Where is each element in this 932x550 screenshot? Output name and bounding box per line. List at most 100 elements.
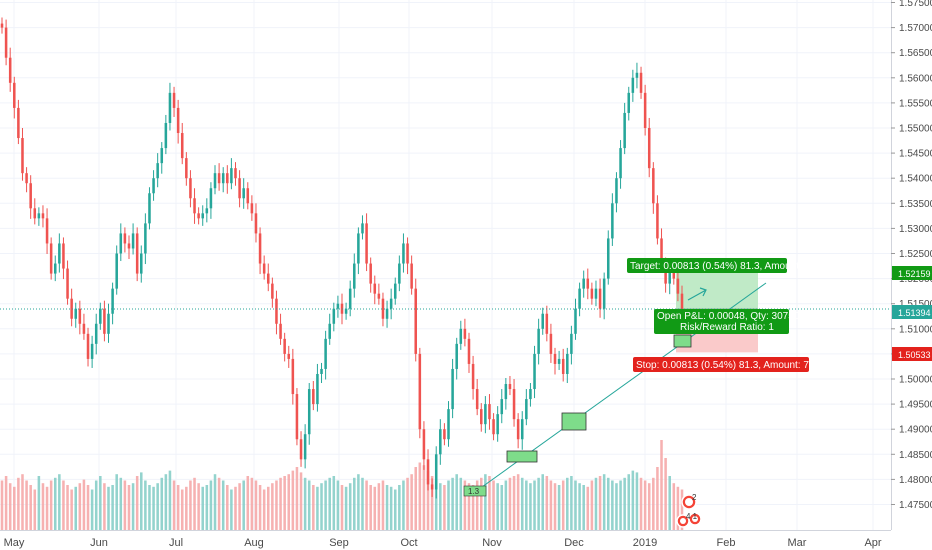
candle-body bbox=[676, 278, 680, 294]
volume-bar bbox=[291, 470, 295, 530]
volume-bar bbox=[430, 476, 434, 530]
volume-bar bbox=[230, 489, 233, 530]
profit-arrow-icon bbox=[687, 287, 707, 301]
candle-body bbox=[70, 298, 73, 319]
volume-bar bbox=[17, 477, 20, 530]
candle-body bbox=[606, 238, 610, 279]
price-axis[interactable]: 1.47500 1.48000 1.48500 1.49000 1.49500 1.500… bbox=[891, 0, 932, 511]
time-axis[interactable]: May Jun Jul Aug Sep Oct Nov Dec 2019 Feb Mar Apr bbox=[4, 537, 882, 549]
candle-body bbox=[271, 283, 274, 299]
candle-body bbox=[611, 203, 614, 239]
candle-body bbox=[312, 389, 315, 405]
volume-bar bbox=[148, 485, 151, 530]
volume-bar bbox=[566, 477, 569, 530]
x-tick-label: Feb bbox=[717, 537, 736, 549]
volume-bar bbox=[348, 483, 352, 530]
candle-body bbox=[66, 268, 69, 299]
volume-bar bbox=[463, 480, 467, 530]
candle-body bbox=[307, 389, 311, 435]
candle-body bbox=[123, 233, 127, 244]
volume-bar bbox=[103, 483, 106, 530]
candle-body bbox=[627, 92, 631, 113]
candle-body bbox=[365, 223, 368, 264]
candle-body bbox=[475, 389, 479, 410]
candle-body bbox=[295, 394, 299, 440]
volume-bar bbox=[549, 480, 553, 530]
volume-bar bbox=[643, 480, 647, 530]
candle-body bbox=[381, 298, 385, 319]
candle-body bbox=[160, 148, 164, 164]
x-tick-label: Sep bbox=[329, 537, 349, 549]
volume-bar bbox=[418, 462, 422, 530]
volume-bar bbox=[135, 476, 139, 530]
volume-bar bbox=[520, 477, 524, 530]
volume-bar bbox=[49, 480, 53, 530]
svg-text:1.3: 1.3 bbox=[468, 487, 480, 496]
volume-bar bbox=[299, 472, 303, 530]
candle-body bbox=[303, 434, 307, 460]
volume-bar bbox=[619, 480, 622, 530]
candle-body bbox=[520, 419, 524, 440]
candle-body bbox=[385, 308, 389, 319]
open-pnl-label[interactable]: Open P&L: 0.00048, Qty: 30750 Risk/Rewar… bbox=[654, 309, 800, 334]
candle-body bbox=[451, 368, 454, 410]
volume-bar bbox=[500, 485, 504, 530]
event-badge-icon-2[interactable]: 4 1 bbox=[676, 512, 702, 528]
candle-body bbox=[246, 188, 250, 204]
volume-bar bbox=[484, 474, 487, 530]
candle-body bbox=[230, 168, 233, 184]
candle-body bbox=[0, 23, 4, 28]
volume-bar bbox=[254, 480, 258, 530]
candle-body bbox=[258, 233, 262, 264]
volume-bar bbox=[680, 489, 684, 530]
candle-body bbox=[492, 419, 495, 435]
volume-bar bbox=[426, 470, 430, 530]
volume-bar bbox=[275, 480, 278, 530]
candle-body bbox=[635, 72, 639, 78]
svg-text:1.52159: 1.52159 bbox=[898, 269, 931, 279]
volume-bar bbox=[111, 485, 114, 530]
candle-body bbox=[99, 308, 102, 324]
candle-body bbox=[336, 303, 340, 309]
entry-marker[interactable] bbox=[673, 334, 692, 348]
volume-bar bbox=[316, 486, 319, 530]
volume-bar bbox=[332, 476, 336, 530]
volume-bar bbox=[86, 485, 90, 530]
candle-body bbox=[422, 429, 426, 460]
candle-body bbox=[226, 173, 229, 184]
volume-bar bbox=[180, 489, 184, 530]
support-marker bbox=[561, 412, 587, 431]
volume-bar bbox=[459, 477, 463, 530]
volume-bar bbox=[324, 480, 327, 530]
volume-bar bbox=[160, 477, 164, 530]
volume-bar bbox=[320, 483, 323, 530]
volume-bar bbox=[189, 480, 192, 530]
candle-body bbox=[672, 268, 676, 279]
target-label[interactable]: Target: 0.00813 (0.54%) 81.3, Amount: 12… bbox=[627, 258, 827, 273]
candle-body bbox=[213, 173, 217, 189]
volume-bar bbox=[582, 485, 585, 530]
candle-body bbox=[344, 308, 348, 314]
candle-body bbox=[582, 278, 585, 289]
candle-body bbox=[590, 288, 594, 299]
volume-bar bbox=[635, 472, 639, 530]
candle-body bbox=[398, 263, 401, 284]
y-tick-label: 1.49000 bbox=[899, 425, 932, 436]
svg-text:Stop: 0.00813 (0.54%) 81.3, Am: Stop: 0.00813 (0.54%) 81.3, Amount: 750 bbox=[636, 360, 820, 371]
candle-body bbox=[283, 338, 286, 354]
candle-body bbox=[320, 368, 323, 374]
x-tick-label: May bbox=[4, 537, 25, 549]
x-tick-label: Apr bbox=[864, 537, 881, 549]
candle-body bbox=[168, 92, 172, 123]
stop-label[interactable]: Stop: 0.00813 (0.54%) 81.3, Amount: 750 bbox=[633, 357, 820, 372]
candle-body bbox=[332, 308, 336, 324]
svg-text:2: 2 bbox=[692, 493, 697, 502]
y-tick-label: 1.51500 bbox=[899, 299, 932, 310]
trendline-start-label[interactable]: 1.3 bbox=[463, 485, 487, 497]
volume-bar bbox=[152, 486, 155, 530]
event-badge-icon[interactable]: 2 bbox=[681, 493, 697, 510]
volume-bar bbox=[455, 474, 458, 530]
x-tick-label: 2019 bbox=[633, 537, 657, 549]
candle-body bbox=[369, 263, 372, 284]
